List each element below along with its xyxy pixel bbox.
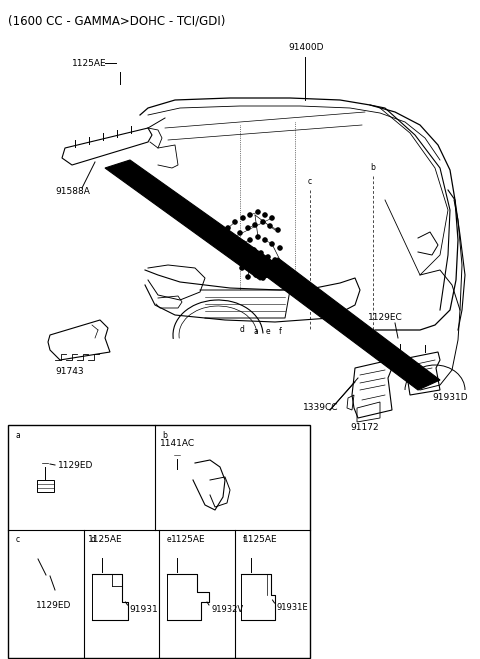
Text: f: f — [278, 328, 281, 337]
Text: 1125AE: 1125AE — [87, 536, 122, 544]
Circle shape — [276, 228, 280, 232]
Circle shape — [246, 275, 250, 279]
Text: d: d — [240, 326, 244, 335]
Text: 91932V: 91932V — [211, 606, 243, 614]
Text: b: b — [371, 163, 375, 173]
Circle shape — [278, 246, 282, 250]
Text: (1600 CC - GAMMA>DOHC - TCI/GDI): (1600 CC - GAMMA>DOHC - TCI/GDI) — [8, 14, 226, 27]
Text: 91588A: 91588A — [55, 188, 90, 196]
Circle shape — [256, 263, 260, 267]
Circle shape — [270, 242, 274, 246]
Text: c: c — [16, 536, 20, 544]
Text: 1141AC: 1141AC — [160, 438, 195, 447]
Circle shape — [268, 224, 272, 228]
Circle shape — [256, 210, 260, 214]
Text: b: b — [163, 430, 168, 440]
Text: 91400D: 91400D — [288, 43, 324, 53]
Circle shape — [241, 241, 245, 245]
Circle shape — [241, 215, 245, 220]
Circle shape — [261, 276, 265, 280]
Text: d: d — [91, 536, 96, 544]
Circle shape — [266, 255, 270, 259]
Circle shape — [273, 258, 277, 262]
Circle shape — [252, 248, 256, 252]
Circle shape — [256, 235, 260, 239]
Circle shape — [238, 231, 242, 235]
Circle shape — [253, 223, 257, 227]
Circle shape — [246, 226, 250, 230]
Circle shape — [270, 263, 274, 267]
Text: 91172: 91172 — [350, 424, 379, 432]
Text: f: f — [243, 536, 246, 544]
Text: c: c — [308, 177, 312, 186]
Circle shape — [263, 266, 267, 270]
Circle shape — [263, 213, 267, 217]
Circle shape — [270, 215, 274, 220]
Circle shape — [248, 238, 252, 243]
Circle shape — [259, 251, 263, 255]
Text: e: e — [167, 536, 171, 544]
Text: 91743: 91743 — [55, 368, 84, 376]
Circle shape — [233, 220, 237, 224]
Text: 91931: 91931 — [130, 606, 158, 614]
Text: a: a — [16, 430, 20, 440]
Circle shape — [248, 213, 252, 217]
Circle shape — [268, 273, 272, 277]
Bar — [8, 425, 310, 658]
Text: 91931E: 91931E — [276, 604, 308, 612]
Circle shape — [261, 220, 265, 224]
Text: 1339CC: 1339CC — [303, 403, 338, 413]
Circle shape — [236, 256, 240, 260]
Circle shape — [226, 226, 230, 230]
Circle shape — [248, 261, 252, 265]
Text: e: e — [266, 328, 270, 337]
Text: 1129ED: 1129ED — [58, 461, 94, 469]
Circle shape — [233, 246, 237, 250]
Circle shape — [240, 266, 244, 270]
Circle shape — [263, 238, 267, 243]
Circle shape — [230, 236, 234, 240]
Text: 1129EC: 1129EC — [368, 314, 403, 322]
Polygon shape — [255, 258, 440, 390]
Text: 1125AE: 1125AE — [72, 59, 107, 67]
Circle shape — [254, 273, 258, 277]
Text: 91931D: 91931D — [432, 393, 468, 403]
Text: 1125AE: 1125AE — [242, 536, 277, 544]
Text: a: a — [253, 328, 258, 337]
Text: 1125AE: 1125AE — [171, 536, 205, 544]
Text: 1129ED: 1129ED — [36, 600, 72, 610]
Circle shape — [244, 251, 248, 255]
Polygon shape — [105, 160, 285, 280]
